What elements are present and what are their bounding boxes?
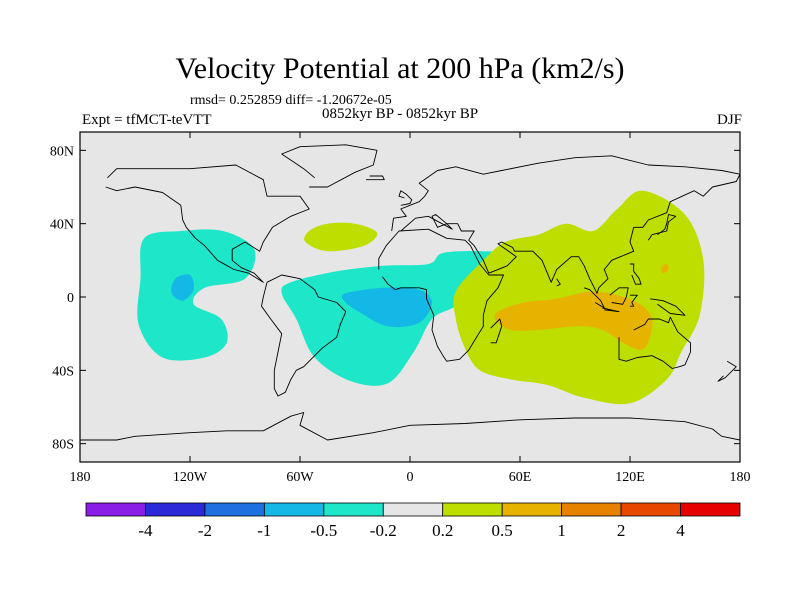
coastline-java xyxy=(602,307,620,313)
coastline-new-zealand xyxy=(717,360,737,382)
y-tick-label: 40N xyxy=(50,218,74,233)
experiment-label: Expt = tfMCT-teVTT xyxy=(82,112,212,128)
y-tick-label: 80N xyxy=(50,144,74,159)
colorbar-swatch xyxy=(145,502,206,517)
x-tick-label: 60E xyxy=(509,470,532,485)
anomaly-east-pacific-negative xyxy=(137,229,256,361)
coastline-sulawesi xyxy=(630,294,638,307)
coastline-north-america xyxy=(105,164,310,283)
colorbar-label: 2 xyxy=(617,521,626,540)
coastline-iceland xyxy=(366,175,385,181)
anomaly-west-pacific-spot xyxy=(661,263,669,274)
x-axis: 180 120W 60W 0 60E 120E 180 xyxy=(70,132,751,485)
coastline-south-america xyxy=(261,274,347,397)
anomaly-mediterranean-positive xyxy=(304,222,378,252)
season-label: DJF xyxy=(716,112,742,128)
coastline-sri-lanka xyxy=(556,278,561,287)
coastline-uk xyxy=(398,190,413,206)
x-tick-label: 180 xyxy=(730,470,751,485)
coastline-eurasia xyxy=(391,155,740,294)
x-tick-label: 120W xyxy=(173,470,208,485)
coastline-antarctica xyxy=(80,412,740,441)
period-label: 0852kyr BP - 0852kyr BP xyxy=(321,106,479,122)
y-axis: 80N 40N 0 40S 80S xyxy=(50,144,740,453)
colorbar-swatch xyxy=(442,502,503,517)
anomaly-central-pacific-moderate xyxy=(171,274,195,301)
colorbar-swatch xyxy=(263,502,325,517)
colorbar-label: -0.5 xyxy=(310,521,337,540)
colorbar-label: -2 xyxy=(198,521,212,540)
rmsd-diff-stats: rmsd= 0.252859 diff= -1.20672e-05 xyxy=(190,93,392,108)
anomaly-atlantic-moderate xyxy=(341,287,432,328)
x-tick-label: 180 xyxy=(70,470,91,485)
map-plot-area xyxy=(79,131,741,463)
colorbar-swatch xyxy=(85,502,146,517)
colorbar-swatch xyxy=(323,502,384,517)
x-tick-label: 0 xyxy=(407,470,414,485)
colorbar-label: 4 xyxy=(676,521,685,540)
colorbar-swatch xyxy=(501,502,563,517)
colorbar-label: 0.2 xyxy=(432,521,453,540)
colorbar-swatch xyxy=(561,502,622,517)
colorbar-label: 0.5 xyxy=(492,521,513,540)
y-tick-label: 80S xyxy=(52,438,74,453)
colorbar-swatch xyxy=(382,502,444,517)
colorbar-label: -1 xyxy=(257,521,271,540)
chart-title: Velocity Potential at 200 hPa (km2/s) xyxy=(175,52,625,85)
colorbar-swatch xyxy=(620,502,681,517)
x-tick-label: 120E xyxy=(615,470,645,485)
coastline-africa xyxy=(378,228,504,362)
y-tick-label: 0 xyxy=(67,291,74,306)
coastline-new-guinea xyxy=(650,298,686,316)
colorbar-label: -0.2 xyxy=(370,521,397,540)
coastline-japan xyxy=(647,214,677,241)
coastline-australia xyxy=(618,316,691,369)
colorbar-label: -4 xyxy=(138,521,153,540)
x-tick-label: 60W xyxy=(286,470,314,485)
colorbar-swatch xyxy=(680,502,741,517)
y-tick-label: 40S xyxy=(52,364,74,379)
colorbar-label: 1 xyxy=(557,521,566,540)
coastline-greenland xyxy=(281,144,378,188)
colorbar-swatch xyxy=(204,502,265,517)
coastline-borneo xyxy=(609,287,629,305)
colorbar: -4 -2 -1 -0.5 -0.2 0.2 0.5 1 2 4 xyxy=(85,502,741,540)
coastline-sumatra xyxy=(584,287,605,309)
coastline-madagascar xyxy=(490,318,503,344)
anomaly-indian-ocean-strong xyxy=(494,291,653,350)
coastline-philippines xyxy=(630,263,642,285)
